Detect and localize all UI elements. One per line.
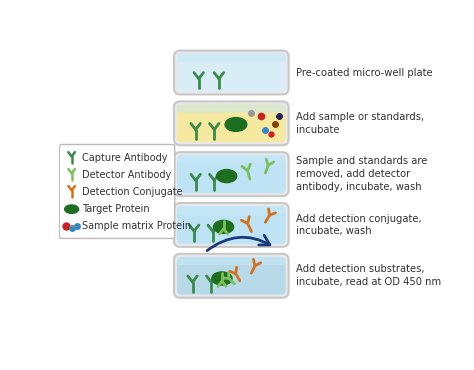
FancyBboxPatch shape [177, 155, 285, 193]
Text: Target Protein: Target Protein [82, 204, 150, 214]
FancyBboxPatch shape [174, 51, 289, 94]
FancyBboxPatch shape [177, 54, 285, 91]
FancyBboxPatch shape [177, 155, 285, 164]
Text: Sample matrix Protein: Sample matrix Protein [82, 221, 191, 231]
FancyBboxPatch shape [174, 254, 289, 298]
Ellipse shape [64, 205, 79, 213]
Text: Detection Conjugate: Detection Conjugate [82, 187, 183, 197]
Text: Detector Antibody: Detector Antibody [82, 170, 172, 180]
FancyBboxPatch shape [174, 101, 289, 145]
FancyBboxPatch shape [177, 206, 285, 214]
Ellipse shape [217, 169, 237, 183]
FancyBboxPatch shape [177, 206, 285, 244]
Text: Capture Antibody: Capture Antibody [82, 153, 168, 164]
Ellipse shape [213, 221, 234, 233]
Text: Add sample or standards,
incubate: Add sample or standards, incubate [296, 112, 425, 135]
FancyBboxPatch shape [177, 257, 285, 265]
Text: Sample and standards are
removed, add detector
antibody, incubate, wash: Sample and standards are removed, add de… [296, 157, 428, 192]
FancyBboxPatch shape [177, 104, 285, 142]
FancyBboxPatch shape [177, 257, 285, 295]
FancyBboxPatch shape [177, 54, 285, 62]
Text: Add detection conjugate,
incubate, wash: Add detection conjugate, incubate, wash [296, 213, 422, 236]
Text: Pre-coated micro-well plate: Pre-coated micro-well plate [296, 67, 433, 77]
Ellipse shape [212, 272, 232, 285]
FancyBboxPatch shape [174, 152, 289, 196]
Ellipse shape [225, 118, 247, 131]
Text: Add detection substrates,
incubate, read at OD 450 nm: Add detection substrates, incubate, read… [296, 265, 441, 287]
FancyBboxPatch shape [177, 104, 285, 113]
FancyBboxPatch shape [174, 203, 289, 247]
FancyBboxPatch shape [59, 145, 175, 238]
FancyArrowPatch shape [207, 235, 270, 250]
